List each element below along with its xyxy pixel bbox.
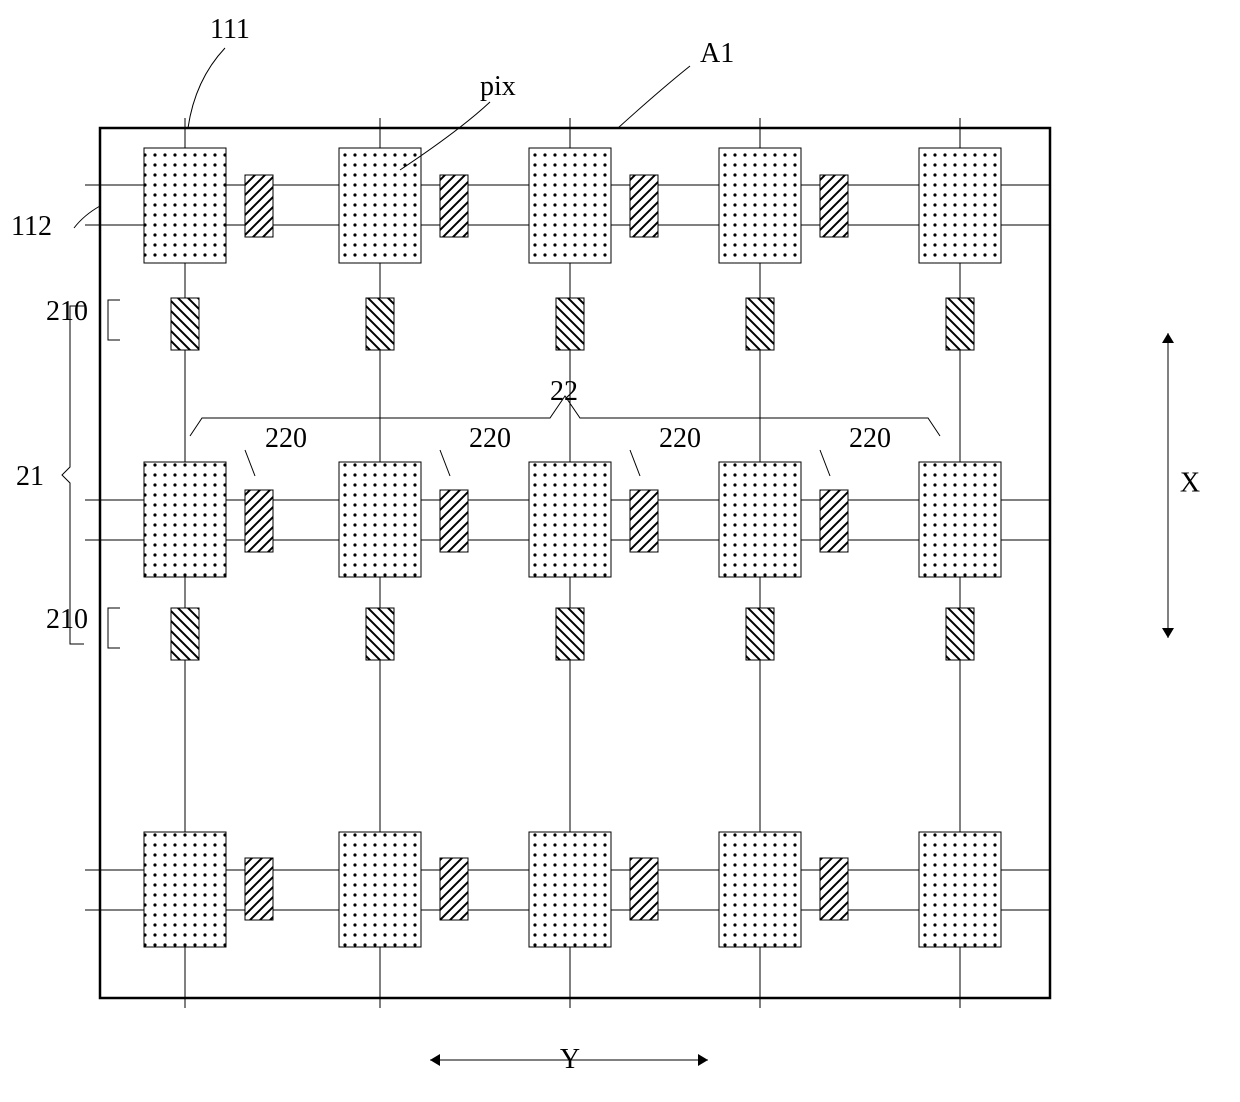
bracket-21 (62, 306, 84, 644)
tick-220 (820, 450, 830, 476)
label-l220b: 220 (469, 423, 511, 454)
pixel-block (529, 832, 611, 947)
pixel-block (919, 462, 1001, 577)
leader-line (188, 48, 225, 128)
pixel-block (144, 462, 226, 577)
label-l220c: 220 (659, 423, 701, 454)
label-l210a: 210 (46, 296, 88, 327)
element-220 (630, 490, 658, 552)
element-210 (946, 298, 974, 350)
pixel-block (339, 832, 421, 947)
element-210 (946, 608, 974, 660)
bracket-210 (108, 608, 120, 648)
arrowhead (1162, 628, 1174, 638)
pixel-block (719, 462, 801, 577)
element-210 (171, 608, 199, 660)
element-210 (746, 608, 774, 660)
element-220 (245, 175, 273, 237)
label-l210b: 210 (46, 604, 88, 635)
pixel-block (529, 462, 611, 577)
pixel-block (719, 148, 801, 263)
element-210 (746, 298, 774, 350)
element-210 (366, 608, 394, 660)
tick-220 (630, 450, 640, 476)
element-220 (440, 490, 468, 552)
label-x: X (1180, 467, 1200, 498)
arrowhead (430, 1054, 440, 1066)
element-210 (171, 298, 199, 350)
label-l22: 22 (550, 376, 578, 407)
bracket-210 (108, 300, 120, 340)
label-a1: A1 (700, 38, 734, 69)
pixel-block (144, 148, 226, 263)
arrowhead (698, 1054, 708, 1066)
element-220 (820, 175, 848, 237)
label-l220d: 220 (849, 423, 891, 454)
pixel-block (919, 832, 1001, 947)
label-l111: 111 (210, 14, 250, 45)
element-220 (820, 858, 848, 920)
pixel-block (339, 462, 421, 577)
element-220 (820, 490, 848, 552)
element-210 (556, 298, 584, 350)
leader-line (618, 66, 690, 128)
label-l220a: 220 (265, 423, 307, 454)
element-210 (556, 608, 584, 660)
element-220 (440, 175, 468, 237)
label-y: Y (560, 1044, 580, 1075)
element-220 (440, 858, 468, 920)
label-pix: pix (480, 71, 516, 102)
element-220 (630, 175, 658, 237)
pixel-block (144, 832, 226, 947)
tick-220 (245, 450, 255, 476)
pixel-block (719, 832, 801, 947)
tick-220 (440, 450, 450, 476)
label-l112: 112 (11, 211, 52, 242)
element-210 (366, 298, 394, 350)
element-220 (245, 858, 273, 920)
label-l21: 21 (16, 461, 44, 492)
pixel-block (339, 148, 421, 263)
pixel-block (919, 148, 1001, 263)
element-220 (630, 858, 658, 920)
pixel-block (529, 148, 611, 263)
element-220 (245, 490, 273, 552)
arrowhead (1162, 333, 1174, 343)
